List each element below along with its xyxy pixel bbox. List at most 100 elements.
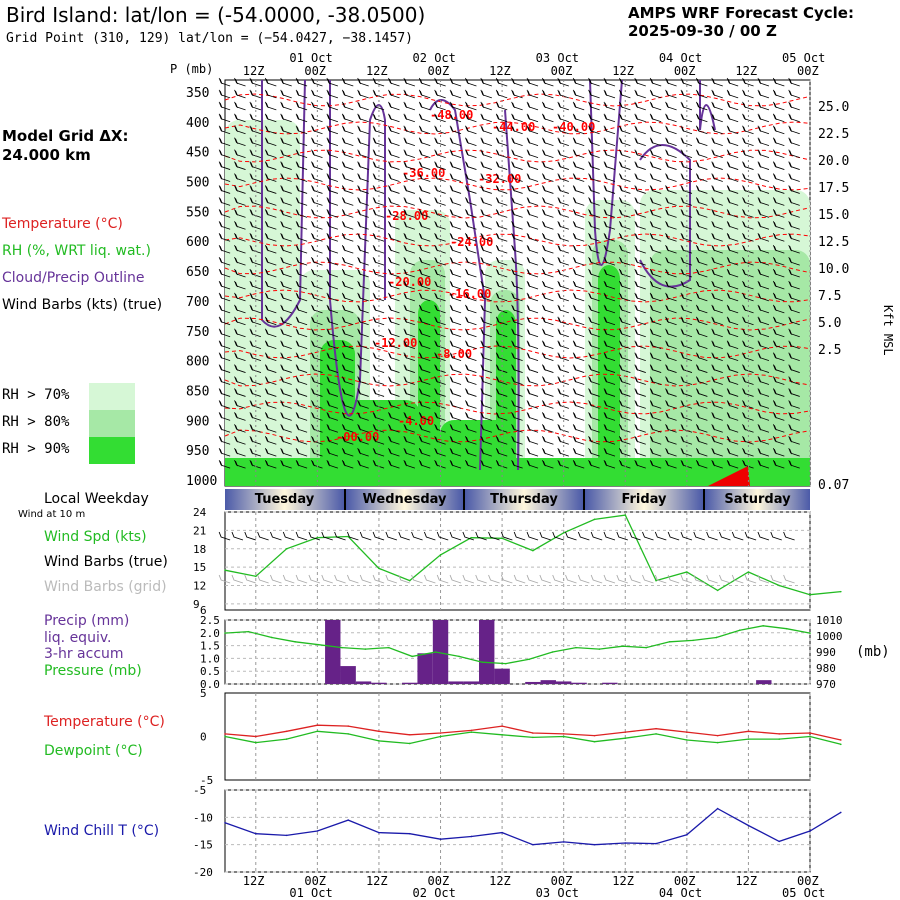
- top-hour-label: 12Z: [612, 64, 634, 78]
- wind-barb-upper: [526, 376, 539, 385]
- wind-barb-upper: [603, 352, 616, 361]
- wind-barb-upper: [280, 89, 292, 99]
- wind-barb-upper: [326, 185, 339, 194]
- wind-barb-upper: [372, 352, 385, 361]
- wind-barb-upper: [742, 221, 754, 230]
- wind-barb-upper: [495, 268, 508, 278]
- wind-barb-upper: [341, 209, 354, 218]
- wind-barb-upper: [542, 268, 554, 278]
- wind-barb-upper: [280, 316, 292, 326]
- wind-barb-true: [436, 531, 449, 541]
- wind-barb-grid: [436, 574, 449, 584]
- top-date-label: 02 Oct: [413, 51, 456, 65]
- wind-barb-grid: [462, 574, 475, 584]
- wind-barb-upper: [341, 244, 354, 254]
- wind-barb-upper: [280, 292, 292, 302]
- rh70-swatch: [89, 383, 135, 410]
- wind-barb-true: [770, 531, 782, 541]
- wind-barb-upper: [372, 101, 385, 111]
- wind-barb-upper: [572, 149, 585, 158]
- wind-barb-upper: [480, 244, 492, 254]
- wind-barb-upper: [449, 161, 462, 170]
- wind-barb-upper: [218, 292, 231, 302]
- wind-barb-grid: [577, 574, 590, 584]
- pressure-label: Pressure (mb): [44, 663, 142, 679]
- wind-barb-upper: [434, 340, 446, 350]
- wind-barb-true: [231, 531, 244, 541]
- wind-barb-upper: [603, 412, 616, 421]
- wind-barb-upper: [542, 412, 554, 421]
- wind-barb-upper: [311, 256, 323, 266]
- wind-barb-upper: [634, 77, 646, 87]
- wind-barb-upper: [418, 77, 431, 87]
- wind-barb-upper: [280, 113, 292, 123]
- wind-barb-upper: [480, 447, 492, 457]
- top-hour-label: 00Z: [674, 64, 696, 78]
- wind-barb-upper: [234, 459, 246, 469]
- wind-barb-upper: [311, 149, 323, 158]
- wind-barb-upper: [526, 280, 539, 290]
- wind-barb-upper: [249, 221, 262, 230]
- wind-barb-upper: [234, 209, 246, 218]
- wind-barb-upper: [634, 113, 646, 123]
- wind-barb-upper: [526, 424, 539, 433]
- cycle-date: 2025-09-30 / 00 Z: [628, 22, 777, 40]
- wind-barb-upper: [634, 233, 646, 242]
- wind-barb-upper: [619, 173, 631, 182]
- wind-barb-upper: [311, 376, 323, 385]
- wind-barb-upper: [572, 197, 585, 206]
- wind-barb-upper: [649, 447, 662, 457]
- wind-barb-upper: [465, 280, 477, 290]
- wind-barb-upper: [218, 376, 231, 385]
- wind-barb-upper: [449, 316, 462, 326]
- wind-barb-upper: [341, 400, 354, 409]
- wind-barb-upper: [341, 340, 354, 350]
- wind-chill-line-point: [778, 840, 781, 843]
- wind-barb-upper: [434, 125, 446, 135]
- wind-barb-upper: [542, 244, 554, 254]
- wind-barb-true: [731, 531, 744, 541]
- wind-barb-upper: [542, 328, 554, 338]
- wind-barb-upper: [495, 376, 508, 385]
- wind-barb-upper: [234, 233, 246, 242]
- wind-barb-upper: [264, 447, 277, 457]
- dewpoint-line-point: [655, 733, 657, 735]
- wind-barb-upper: [788, 316, 800, 326]
- wind-barb-upper: [495, 89, 508, 99]
- wind-barb-upper: [772, 340, 785, 350]
- wind-barb-upper: [511, 400, 523, 409]
- wind-barb-upper: [711, 280, 723, 290]
- wind-barb-upper: [218, 268, 231, 278]
- wind-barb-upper: [742, 137, 754, 147]
- wind-barb-upper: [218, 161, 231, 170]
- wind-barb-upper: [757, 280, 770, 290]
- wind-barb-upper: [772, 447, 785, 457]
- wind-barb-upper: [742, 101, 754, 111]
- wind-barb-upper: [619, 412, 631, 421]
- wind-barb-upper: [557, 292, 569, 302]
- wind-barb-upper: [665, 400, 677, 409]
- wind-barb-upper: [264, 352, 277, 361]
- wind-barb-upper: [649, 233, 662, 242]
- wind-barb-upper: [249, 459, 262, 469]
- wind-barb-upper: [295, 388, 308, 397]
- wind-barb-upper: [665, 304, 677, 314]
- wind-barb-upper: [311, 316, 323, 326]
- wind-barb-upper: [465, 447, 477, 457]
- wind-barb-upper: [418, 209, 431, 218]
- wind-barb-upper: [372, 185, 385, 194]
- wind-barb-upper: [495, 209, 508, 218]
- wind-barb-upper: [249, 292, 262, 302]
- wind-barb-upper: [388, 280, 400, 290]
- wind-barb-upper: [326, 340, 339, 350]
- bottom-hour-label: 12Z: [489, 874, 511, 888]
- wind-barb-upper: [495, 316, 508, 326]
- wind-barb-upper: [388, 304, 400, 314]
- wind-barb-upper: [311, 125, 323, 135]
- wind-barb-upper: [511, 209, 523, 218]
- wind-barb-upper: [603, 101, 616, 111]
- wind-barb-upper: [495, 400, 508, 409]
- wind-barb-upper: [542, 292, 554, 302]
- wind-speed-line-point: [624, 514, 627, 516]
- wind-barb-upper: [403, 388, 415, 397]
